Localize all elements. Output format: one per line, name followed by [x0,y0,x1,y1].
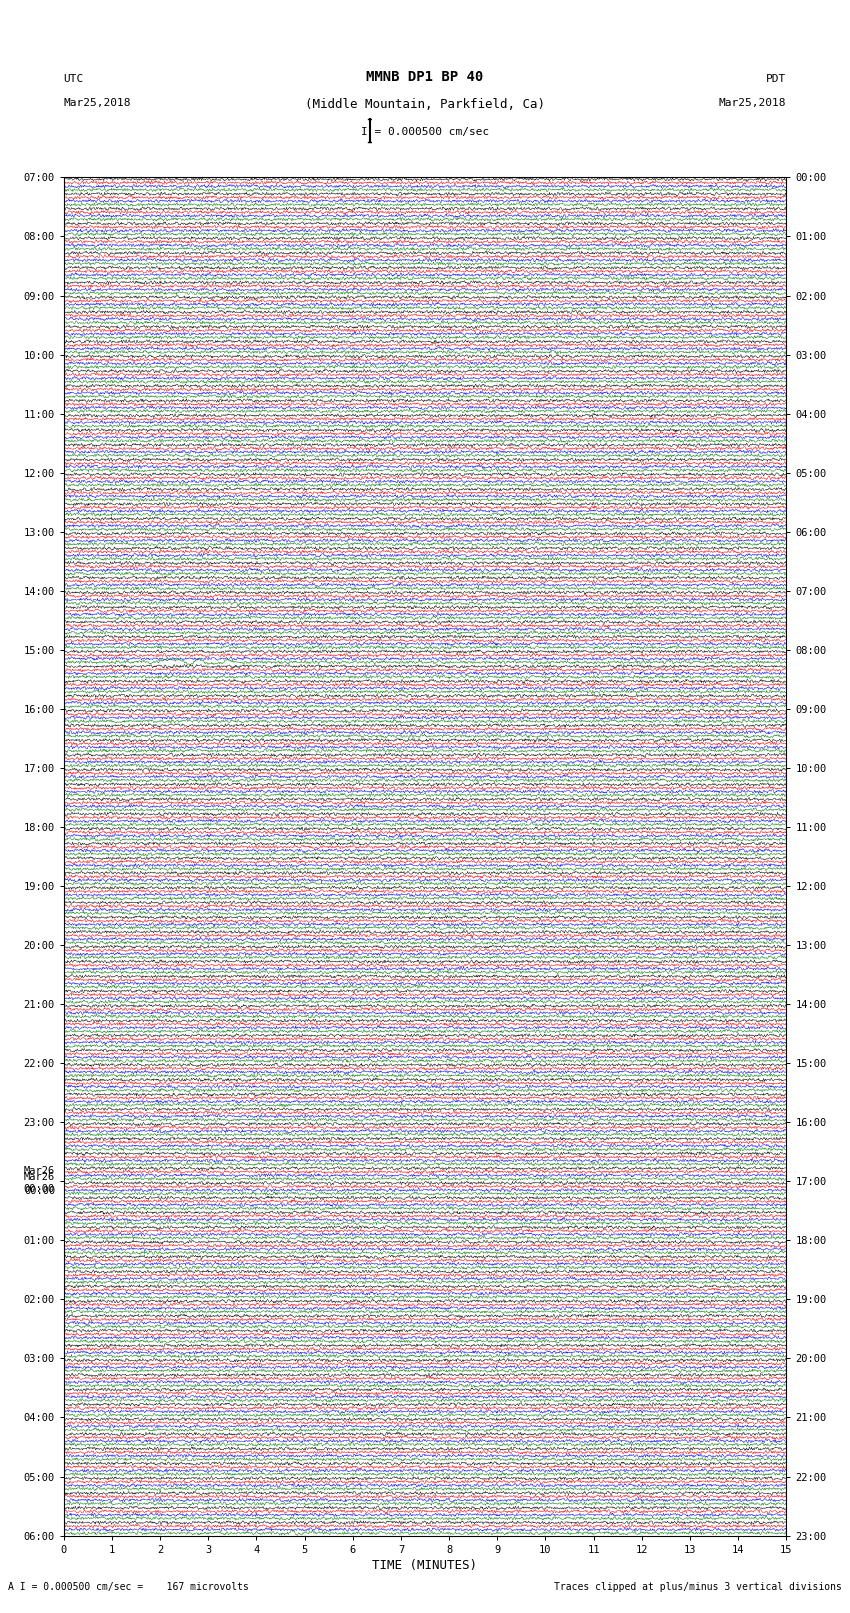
Text: 00:00: 00:00 [24,1186,55,1197]
Text: Mar25,2018: Mar25,2018 [719,98,786,108]
Text: A I = 0.000500 cm/sec =    167 microvolts: A I = 0.000500 cm/sec = 167 microvolts [8,1582,249,1592]
Text: Mar26: Mar26 [24,1166,55,1176]
Text: (Middle Mountain, Parkfield, Ca): (Middle Mountain, Parkfield, Ca) [305,98,545,111]
X-axis label: TIME (MINUTES): TIME (MINUTES) [372,1558,478,1571]
Text: Mar25,2018: Mar25,2018 [64,98,131,108]
Text: UTC: UTC [64,74,84,84]
Text: MMNB DP1 BP 40: MMNB DP1 BP 40 [366,69,484,84]
Text: PDT: PDT [766,74,786,84]
Text: I = 0.000500 cm/sec: I = 0.000500 cm/sec [361,127,489,137]
Text: Traces clipped at plus/minus 3 vertical divisions: Traces clipped at plus/minus 3 vertical … [553,1582,842,1592]
